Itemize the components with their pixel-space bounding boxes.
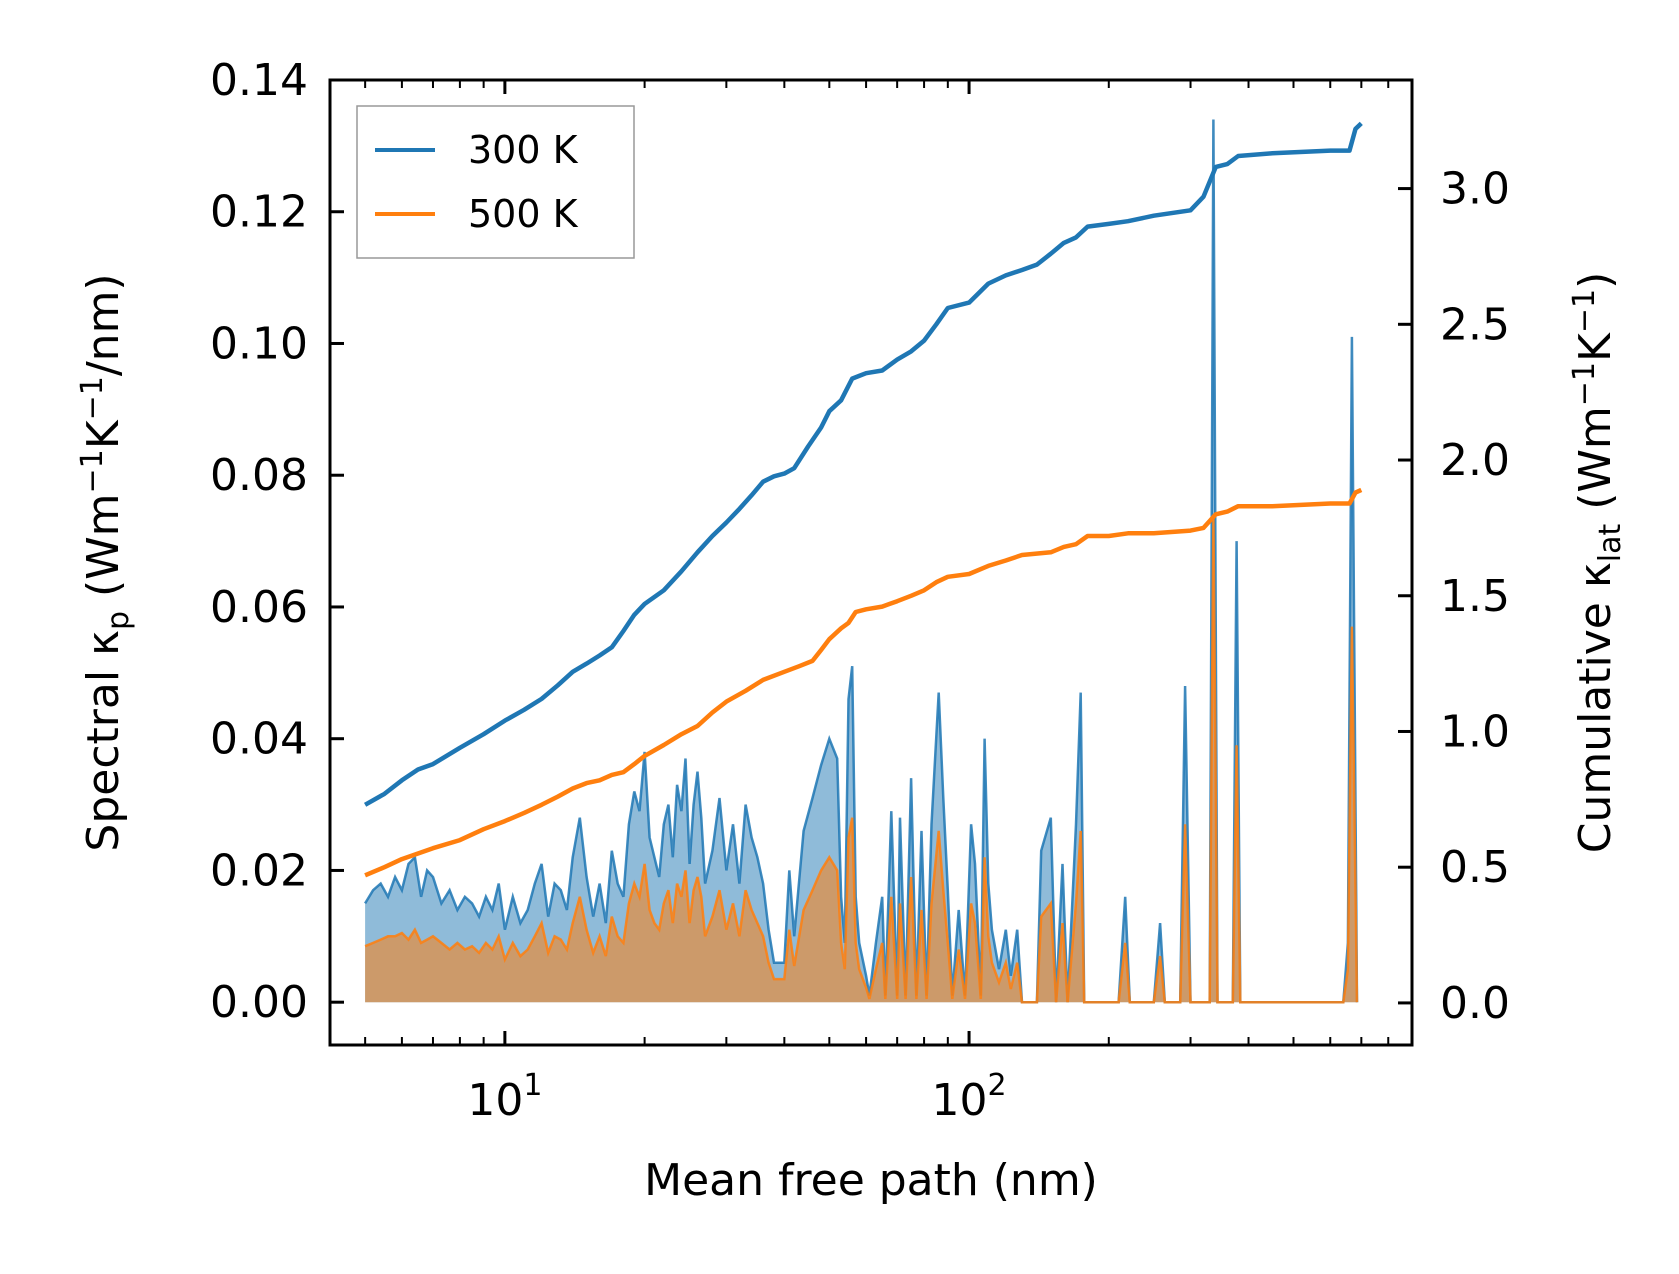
x-tick-label: 101 — [467, 1068, 542, 1126]
right-y-tick-label: 1.5 — [1440, 571, 1510, 622]
left-y-tick-label: 0.02 — [210, 845, 308, 896]
x-axis-label: Mean free path (nm) — [644, 1155, 1098, 1206]
cumulative-line-500k — [364, 487, 1363, 878]
left-y-label-k: K — [78, 419, 129, 449]
spectral-area-500k — [365, 514, 1358, 1003]
left-y-tick-label: 0.06 — [210, 582, 308, 633]
left-y-label-paren-close: /nm) — [78, 273, 129, 376]
left-y-label-sup2: −1 — [75, 376, 110, 420]
x-tick-exponent: 1 — [523, 1068, 542, 1103]
right-y-tick-label: 0.5 — [1440, 842, 1510, 893]
right-y-tick-label: 1.0 — [1440, 706, 1510, 757]
left-y-axis-label: Spectral κp (Wm−1K−1/nm) — [75, 273, 136, 851]
right-y-tick-label: 0.0 — [1440, 978, 1510, 1029]
legend-label-300k: 300 K — [468, 128, 579, 172]
spectral-area-300k — [365, 119, 1358, 1003]
left-y-label-prefix: Spectral κ — [78, 630, 129, 852]
right-y-label-paren-close: ) — [1570, 272, 1621, 289]
right-y-label-sub: lat — [1593, 524, 1628, 563]
right-y-axis-label: Cumulative κlat (Wm−1K−1) — [1567, 272, 1628, 854]
right-y-label-k: K — [1570, 332, 1621, 362]
x-tick-label: 102 — [932, 1068, 1007, 1126]
left-y-tick-label: 0.10 — [210, 318, 308, 369]
plot-frame — [328, 78, 1414, 1047]
left-y-tick-label: 0.00 — [210, 977, 308, 1028]
left-y-tick-label: 0.04 — [210, 714, 308, 765]
left-y-label-sup1: −1 — [75, 449, 110, 493]
right-y-label-paren-open: (Wm — [1570, 406, 1621, 524]
cumulative-line-300k — [363, 121, 1363, 807]
right-y-tick-label: 2.0 — [1440, 435, 1510, 486]
x-tick-base: 10 — [932, 1075, 988, 1126]
right-y-tick-label: 2.5 — [1440, 299, 1510, 350]
spectral-fill-layer — [364, 119, 1359, 1004]
left-y-label-sub: p — [101, 611, 136, 630]
legend: 300 K 500 K — [356, 105, 635, 259]
spectral-line-500k — [364, 514, 1359, 1004]
x-tick-exponent: 2 — [988, 1068, 1007, 1103]
line-layer — [363, 121, 1363, 878]
legend-box — [356, 105, 635, 259]
x-tick-base: 10 — [467, 1075, 523, 1126]
right-y-label-prefix: Cumulative κ — [1570, 562, 1621, 853]
right-y-label-sup2: −1 — [1567, 289, 1602, 333]
axes-layer: 0.00 0.02 0.04 0.06 0.08 0.10 0.12 0.14 0.0 0.5 1.… — [210, 55, 1510, 1126]
legend-label-500k: 500 K — [468, 192, 579, 236]
right-y-label-sup1: −1 — [1567, 362, 1602, 406]
right-y-tick-label: 3.0 — [1440, 164, 1510, 215]
left-y-label-paren-open: (Wm — [78, 493, 129, 611]
left-y-tick-label: 0.08 — [210, 450, 308, 501]
left-y-tick-label: 0.14 — [210, 55, 308, 106]
left-y-tick-label: 0.12 — [210, 187, 308, 238]
spectral-line-300k — [364, 119, 1359, 1004]
